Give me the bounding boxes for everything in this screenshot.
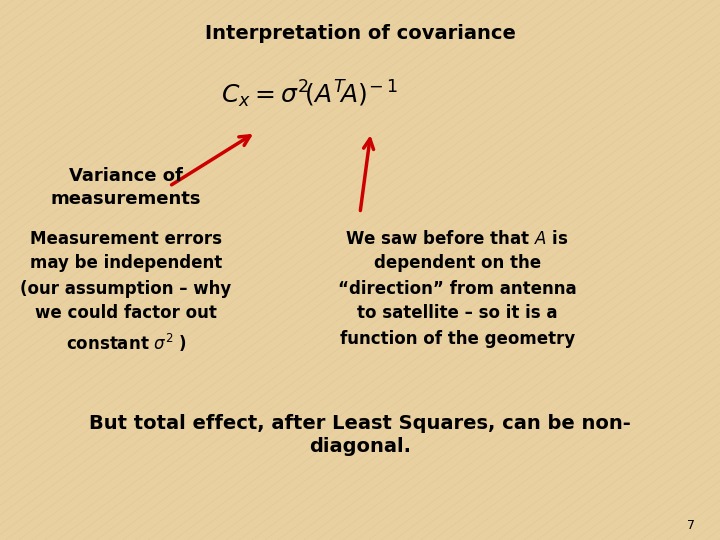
Text: Interpretation of covariance: Interpretation of covariance bbox=[204, 24, 516, 43]
Text: But total effect, after Least Squares, can be non-
diagonal.: But total effect, after Least Squares, c… bbox=[89, 414, 631, 456]
Text: Variance of
measurements: Variance of measurements bbox=[50, 167, 202, 208]
Text: 7: 7 bbox=[687, 519, 695, 532]
Text: We saw before that $A$ is
dependent on the
“direction” from antenna
to satellite: We saw before that $A$ is dependent on t… bbox=[338, 230, 577, 348]
Text: Measurement errors
may be independent
(our assumption – why
we could factor out
: Measurement errors may be independent (o… bbox=[20, 230, 232, 354]
Text: $C_x = \sigma^2\!\left(A^T\!A\right)^{\!-1}$: $C_x = \sigma^2\!\left(A^T\!A\right)^{\!… bbox=[221, 79, 398, 110]
